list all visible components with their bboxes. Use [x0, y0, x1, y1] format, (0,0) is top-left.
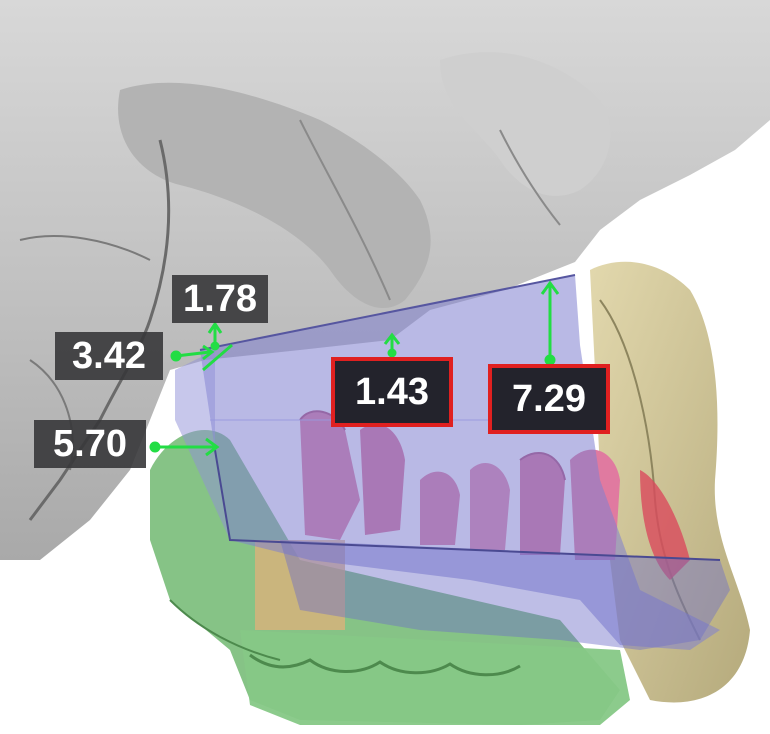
measurement-arrows — [149, 280, 560, 457]
measurement-label-3-42: 3.42 — [55, 332, 163, 380]
measurement-label-5-70: 5.70 — [34, 420, 146, 468]
dental-cast — [150, 430, 630, 725]
measurement-label-1-43: 1.43 — [331, 357, 453, 427]
arrow-m2 — [175, 350, 211, 358]
maxillary-segment — [175, 274, 730, 650]
measurement-label-1-78: 1.78 — [172, 275, 268, 323]
skull — [0, 0, 770, 560]
measurement-label-7-29: 7.29 — [488, 364, 610, 434]
